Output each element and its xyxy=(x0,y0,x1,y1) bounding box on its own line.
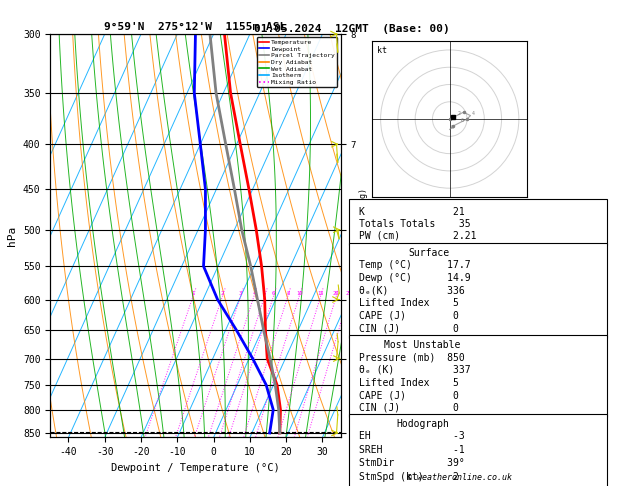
Parcel Trajectory xyxy=(222,141,230,147)
Y-axis label: km
ASL: km ASL xyxy=(386,225,403,246)
Parcel Trajectory xyxy=(247,263,255,269)
Text: Surface: Surface xyxy=(409,248,450,258)
Text: PW (cm)         2.21: PW (cm) 2.21 xyxy=(359,231,476,241)
Dewpoint xyxy=(200,263,208,269)
Y-axis label: hPa: hPa xyxy=(8,226,18,246)
Dewpoint xyxy=(202,187,209,192)
Text: Mixing Ratio (g/kg): Mixing Ratio (g/kg) xyxy=(359,188,369,283)
Temperature xyxy=(261,296,269,302)
Parcel Trajectory xyxy=(206,31,214,37)
Temperature xyxy=(274,382,281,388)
Dewpoint xyxy=(262,382,270,388)
Parcel Trajectory xyxy=(272,382,279,388)
Parcel Trajectory xyxy=(231,187,238,192)
Text: 6: 6 xyxy=(272,291,275,296)
Text: 10: 10 xyxy=(296,291,303,296)
Parcel Trajectory xyxy=(275,407,282,413)
Text: CAPE (J)        0: CAPE (J) 0 xyxy=(359,390,459,400)
Temperature xyxy=(252,227,260,233)
Text: θₑ (K)          337: θₑ (K) 337 xyxy=(359,365,470,375)
Text: Hodograph: Hodograph xyxy=(396,419,449,429)
X-axis label: Dewpoint / Temperature (°C): Dewpoint / Temperature (°C) xyxy=(111,463,280,473)
Parcel Trajectory xyxy=(238,227,245,233)
Temperature xyxy=(221,31,228,37)
Temperature xyxy=(237,141,244,147)
Line: Parcel Trajectory: Parcel Trajectory xyxy=(210,34,280,433)
Dewpoint xyxy=(192,31,199,37)
Text: 20: 20 xyxy=(333,291,340,296)
Dewpoint xyxy=(202,227,209,233)
Text: StmSpd (kt)     2: StmSpd (kt) 2 xyxy=(359,472,459,482)
Text: kt: kt xyxy=(377,46,387,55)
Dewpoint xyxy=(196,141,204,147)
Text: 5: 5 xyxy=(263,291,266,296)
Text: StmDir         39°: StmDir 39° xyxy=(359,458,464,469)
Temperature xyxy=(276,430,284,436)
Temperature xyxy=(277,407,284,413)
Parcel Trajectory xyxy=(266,356,274,362)
Temperature xyxy=(264,356,271,362)
Parcel Trajectory xyxy=(260,327,267,333)
Text: Temp (°C)      17.7: Temp (°C) 17.7 xyxy=(359,260,470,270)
Temperature xyxy=(258,263,265,269)
Text: Totals Totals    35: Totals Totals 35 xyxy=(359,219,470,229)
Text: 01.05.2024  12GMT  (Base: 00): 01.05.2024 12GMT (Base: 00) xyxy=(254,24,450,35)
Line: Temperature: Temperature xyxy=(225,34,281,433)
Text: CAPE (J)        0: CAPE (J) 0 xyxy=(359,311,459,321)
Text: CIN (J)         0: CIN (J) 0 xyxy=(359,403,459,413)
Text: 15: 15 xyxy=(317,291,324,296)
Text: Lifted Index    5: Lifted Index 5 xyxy=(359,298,459,308)
Text: K               21: K 21 xyxy=(359,207,464,217)
Text: Lifted Index    5: Lifted Index 5 xyxy=(359,378,459,388)
Text: EH              -3: EH -3 xyxy=(359,431,464,441)
Text: CIN (J)         0: CIN (J) 0 xyxy=(359,323,459,333)
Dewpoint xyxy=(249,356,257,362)
Text: Dewp (°C)      14.9: Dewp (°C) 14.9 xyxy=(359,273,470,283)
Text: 8: 8 xyxy=(286,291,289,296)
Line: Dewpoint: Dewpoint xyxy=(194,34,273,433)
Text: 8: 8 xyxy=(450,124,454,130)
Text: SREH            -1: SREH -1 xyxy=(359,445,464,455)
Text: θₑ(K)          336: θₑ(K) 336 xyxy=(359,285,464,295)
Text: 2: 2 xyxy=(221,291,224,296)
Dewpoint xyxy=(191,90,198,96)
Text: 2: 2 xyxy=(457,111,460,116)
Text: 3: 3 xyxy=(239,291,242,296)
Text: © weatheronline.co.uk: © weatheronline.co.uk xyxy=(407,473,511,482)
Dewpoint xyxy=(269,407,277,413)
Dewpoint xyxy=(233,327,240,333)
Text: Pressure (mb)  850: Pressure (mb) 850 xyxy=(359,352,464,363)
Text: 1: 1 xyxy=(191,291,195,296)
Text: 25: 25 xyxy=(345,291,352,296)
Title: 9°59'N  275°12'W  1155m ASL: 9°59'N 275°12'W 1155m ASL xyxy=(104,22,287,32)
Text: 4: 4 xyxy=(471,111,474,116)
Parcel Trajectory xyxy=(213,90,220,96)
Text: 4: 4 xyxy=(252,291,255,296)
Parcel Trajectory xyxy=(276,430,284,436)
Text: Most Unstable: Most Unstable xyxy=(384,340,460,350)
Dewpoint xyxy=(214,296,221,302)
Dewpoint xyxy=(266,430,274,436)
Temperature xyxy=(227,90,235,96)
Parcel Trajectory xyxy=(253,296,261,302)
Temperature xyxy=(245,187,253,192)
Legend: Temperature, Dewpoint, Parcel Trajectory, Dry Adiabat, Wet Adiabat, Isotherm, Mi: Temperature, Dewpoint, Parcel Trajectory… xyxy=(257,37,338,87)
Text: 6: 6 xyxy=(461,118,464,122)
Temperature xyxy=(262,327,269,333)
